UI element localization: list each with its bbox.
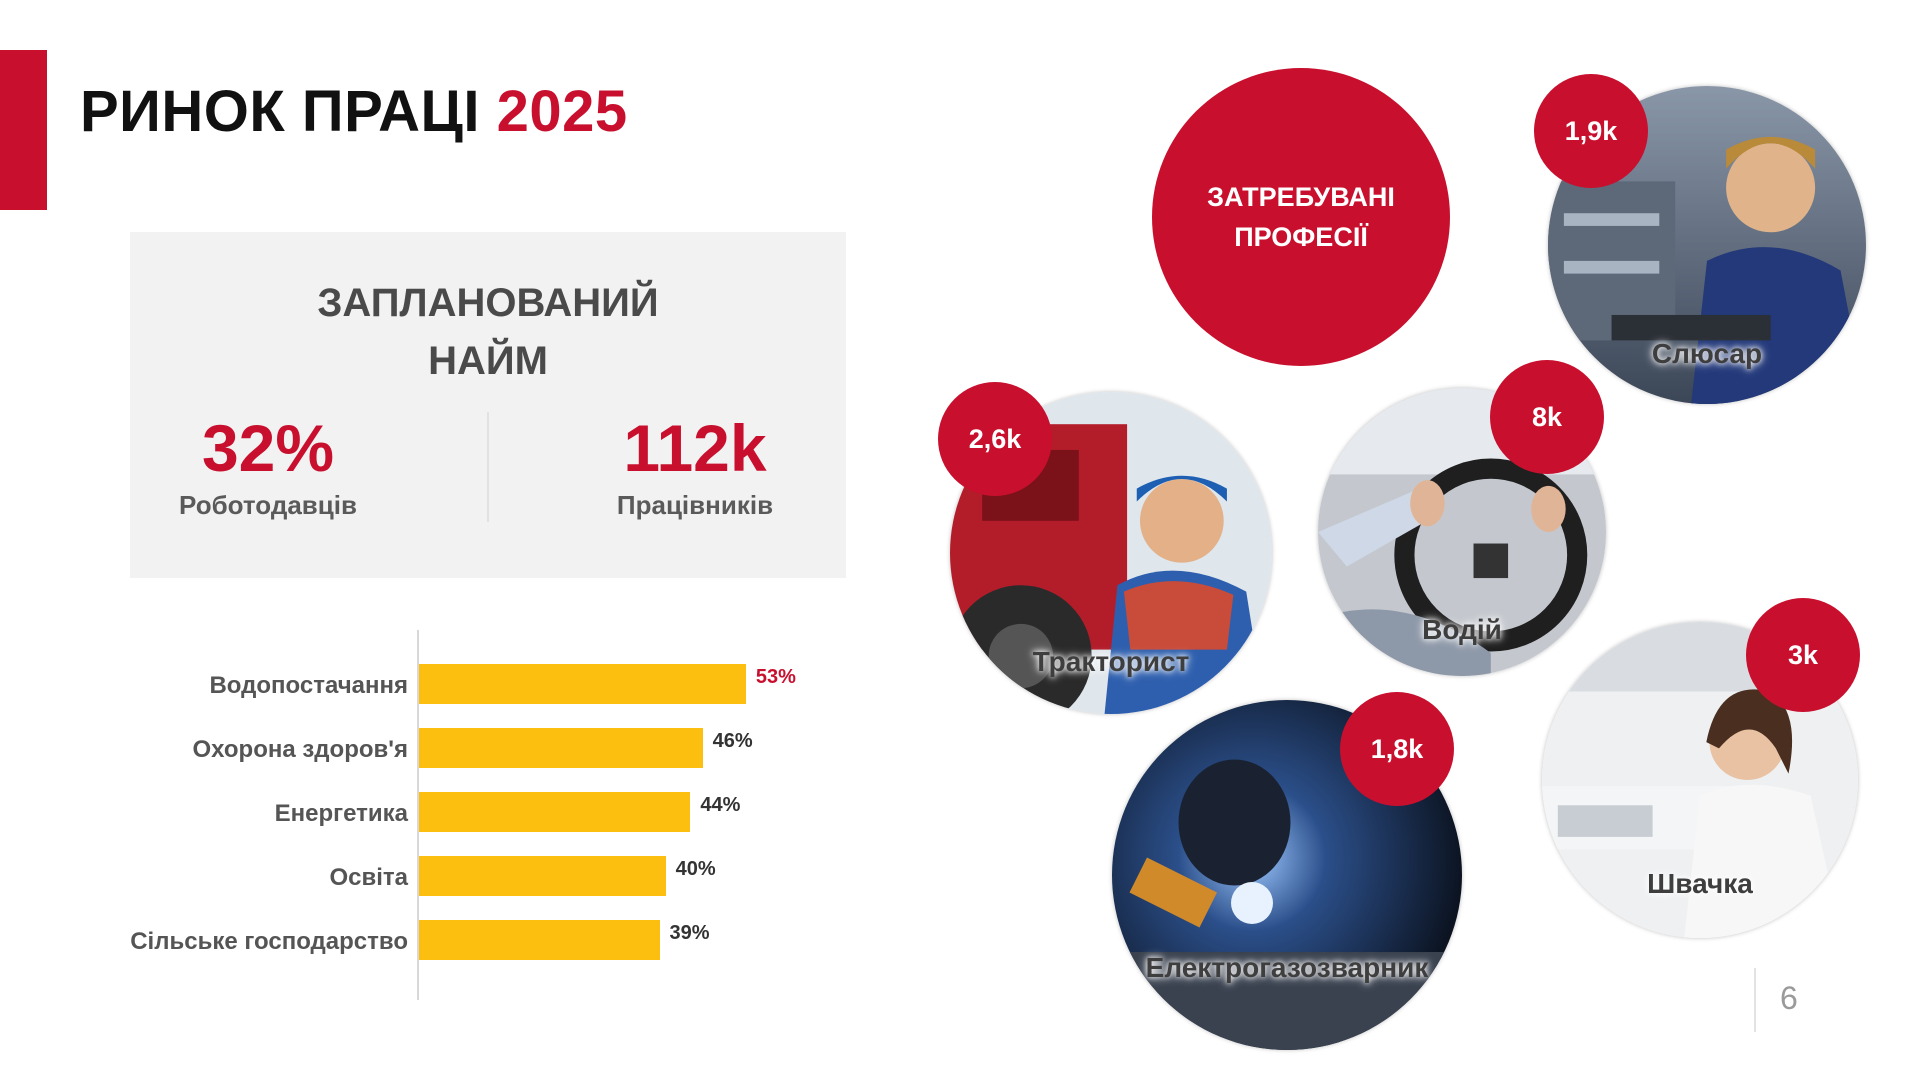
stat-workers-value: 112k [623, 411, 767, 485]
bar-row: Охорона здоров'я 46% [100, 728, 880, 770]
bar-category-label: Освіта [329, 864, 408, 891]
title-accent-bar [0, 50, 47, 210]
bar [419, 856, 666, 896]
planned-hiring-title-line1: ЗАПЛАНОВАНИЙ [317, 281, 659, 325]
bar-category-label: Сільське господарство [130, 928, 408, 955]
slide-footer-divider [1754, 968, 1756, 1032]
bar-category-label: Енергетика [274, 800, 408, 827]
page-number: 6 [1780, 980, 1798, 1016]
bar-value-label: 40% [675, 858, 716, 880]
profession-locksmith-count: 1,9k [1534, 74, 1648, 188]
planned-hiring-card: ЗАПЛАНОВАНИЙ НАЙМ 32% Роботодавців 112k … [130, 232, 846, 578]
locksmith-photo-icon [1548, 86, 1866, 404]
profession-driver-count: 8k [1490, 360, 1604, 474]
profession-tractor-driver-label: Тракторист [1032, 646, 1190, 677]
bar-category-label: Водопостачання [209, 672, 408, 699]
stat-employers-label: Роботодавців [179, 490, 357, 520]
title-year: 2025 [496, 79, 628, 144]
profession-welder-count: 1,8k [1340, 692, 1454, 806]
bar [419, 728, 703, 768]
stat-workers: 112k Працівників [545, 412, 845, 521]
bar-value-label: 44% [700, 794, 741, 816]
profession-seamstress-label: Швачка [1647, 868, 1753, 899]
chart-axis [417, 630, 419, 1000]
bar-value-label: 39% [669, 922, 710, 944]
in-demand-professions-badge: ЗАТРЕБУВАНІ ПРОФЕСІЇ [1152, 68, 1450, 366]
bar-value-label: 46% [712, 730, 753, 752]
profession-seamstress-count: 3k [1746, 598, 1860, 712]
page-title: РИНОК ПРАЦІ 2025 [80, 78, 628, 145]
bar [419, 792, 691, 832]
stat-divider [487, 412, 489, 522]
bar [419, 664, 746, 704]
bar-row: Освіта 40% [100, 856, 880, 898]
title-main: РИНОК ПРАЦІ [80, 79, 481, 144]
profession-driver-label: Водій [1422, 614, 1502, 645]
in-demand-professions-text: ЗАТРЕБУВАНІ ПРОФЕСІЇ [1191, 177, 1411, 257]
stat-employers: 32% Роботодавців [118, 412, 418, 521]
planned-hiring-title: ЗАПЛАНОВАНИЙ НАЙМ [130, 274, 846, 390]
in-demand-line2: ПРОФЕСІЇ [1234, 222, 1368, 252]
planned-hiring-title-line2: НАЙМ [428, 339, 548, 383]
bar-value-label: 53% [755, 666, 796, 688]
in-demand-line1: ЗАТРЕБУВАНІ [1207, 182, 1395, 212]
bar [419, 920, 660, 960]
profession-welder-label: Електрогазозварник [1145, 952, 1429, 983]
bar-category-label: Охорона здоров'я [192, 736, 408, 763]
bar-row: Водопостачання 53% [100, 664, 880, 706]
bar-row: Енергетика 44% [100, 792, 880, 834]
profession-tractor-driver-count: 2,6k [938, 382, 1052, 496]
stat-workers-label: Працівників [616, 490, 774, 520]
stat-employers-value: 32% [201, 411, 335, 485]
industry-bar-chart: Водопостачання 53% Охорона здоров'я 46% Енер… [100, 630, 880, 1010]
profession-locksmith-label: Слюсар [1651, 338, 1763, 369]
profession-locksmith: Слюсар [1548, 86, 1866, 404]
bar-row: Сільське господарство 39% [100, 920, 880, 962]
